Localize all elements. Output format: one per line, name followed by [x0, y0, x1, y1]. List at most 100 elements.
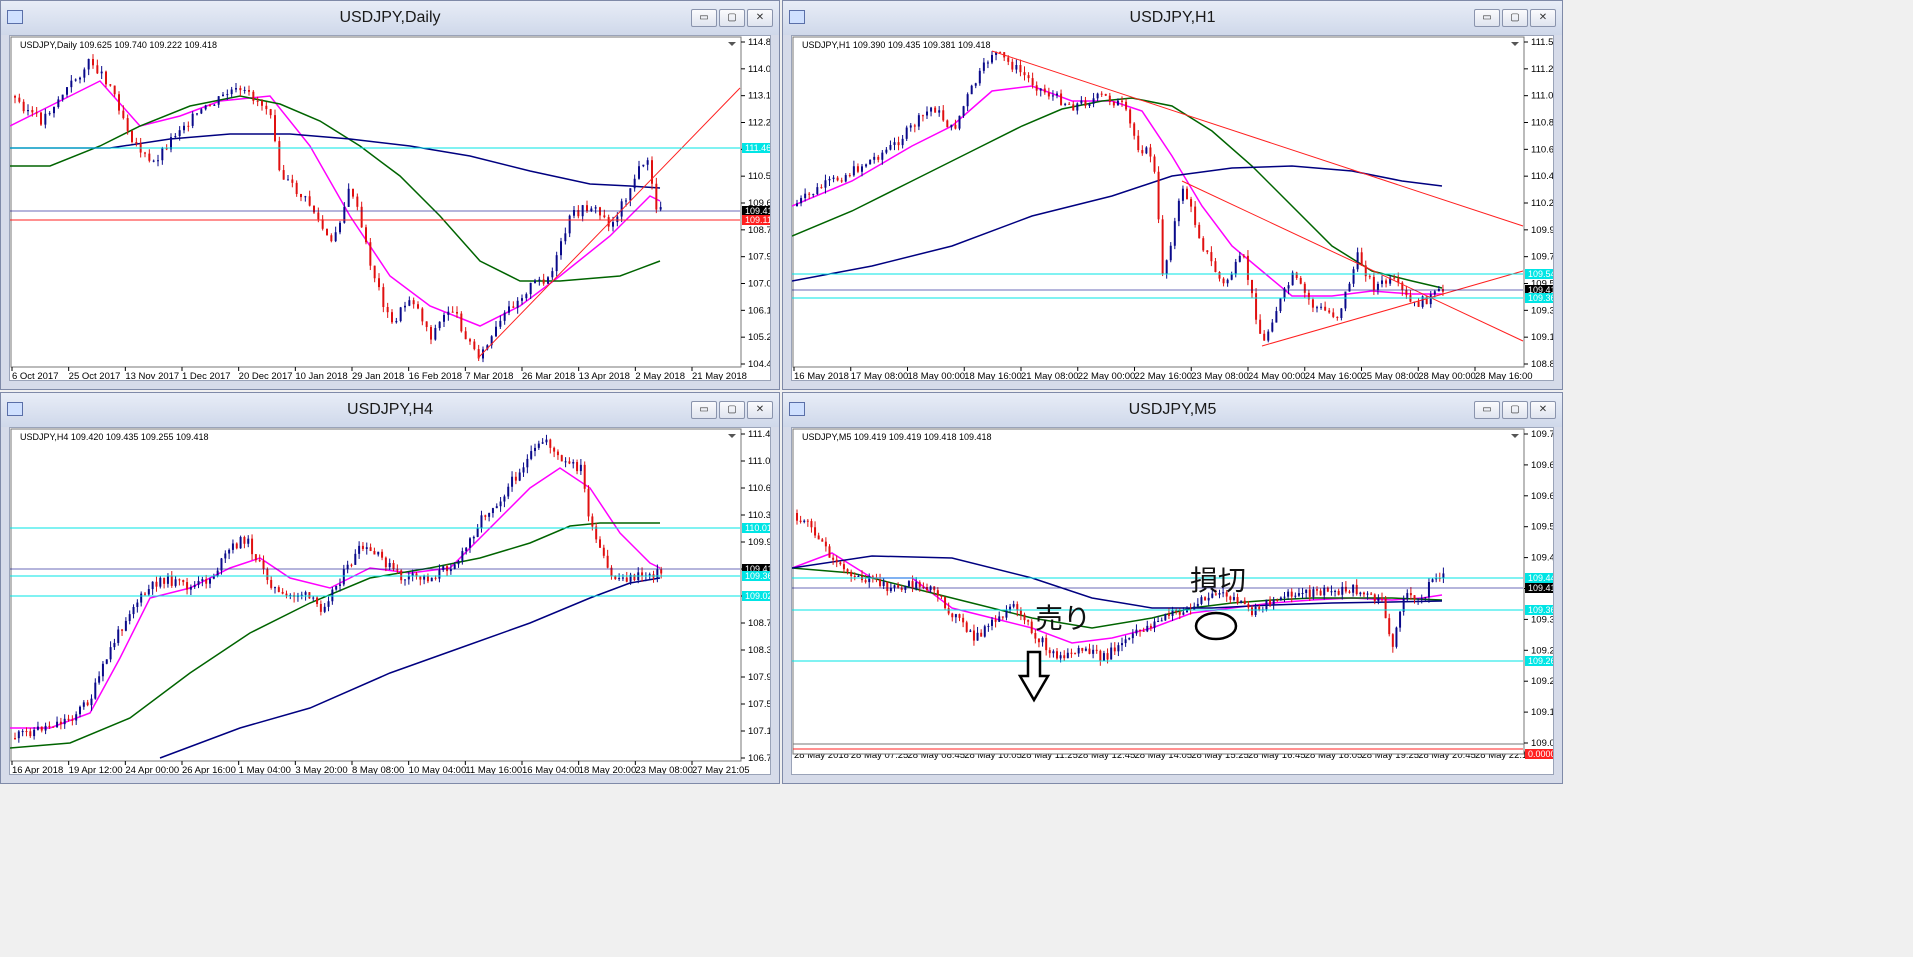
candle-body — [1229, 596, 1232, 600]
maximize-icon[interactable]: ▢ — [719, 9, 745, 27]
window-titlebar[interactable]: USDJPY,M5 ▭ ▢ ✕ — [783, 393, 1562, 427]
candle-body — [930, 107, 933, 112]
price-tag-bg — [1525, 269, 1553, 279]
candle-body — [63, 718, 66, 725]
candle-body — [200, 109, 203, 114]
candle-body — [1366, 593, 1369, 595]
candle-body — [886, 581, 889, 592]
candle-body — [796, 203, 798, 206]
minimize-icon[interactable]: ▭ — [691, 9, 717, 27]
candle-body — [1359, 592, 1362, 595]
candle-body — [950, 124, 953, 128]
candle-body — [109, 84, 112, 86]
window-titlebar[interactable]: USDJPY,Daily ▭ ▢ ✕ — [1, 1, 779, 35]
candle-body — [1240, 600, 1243, 604]
chart-window-daily[interactable]: USDJPY,Daily ▭ ▢ ✕ USDJPY,Daily 109.625 … — [0, 0, 780, 390]
candle-body — [913, 125, 916, 127]
candle-body — [1238, 255, 1241, 262]
time-tick-label: 1 Dec 2017 — [182, 371, 231, 381]
candle-body — [602, 547, 605, 556]
maximize-icon[interactable]: ▢ — [719, 401, 745, 419]
candle-body — [1092, 649, 1095, 654]
chart-area[interactable]: USDJPY,Daily 109.625 109.740 109.222 109… — [9, 35, 771, 381]
candle-body — [1066, 652, 1069, 659]
candle-body — [461, 551, 464, 561]
candle-body — [625, 577, 628, 582]
candle-body — [183, 125, 185, 131]
candle-body — [969, 630, 972, 632]
close-icon[interactable]: ✕ — [1530, 9, 1556, 27]
candle-body — [1063, 655, 1066, 659]
candle-body — [395, 320, 398, 323]
candle-body — [817, 535, 820, 540]
window-titlebar[interactable]: USDJPY,H4 ▭ ▢ ✕ — [1, 393, 779, 427]
minimize-icon[interactable]: ▭ — [691, 401, 717, 419]
close-icon[interactable]: ✕ — [747, 9, 773, 27]
candle-body — [568, 215, 571, 234]
chart-area[interactable]: USDJPY,H1 109.390 109.435 109.381 109.41… — [791, 35, 1554, 381]
candle-body — [814, 527, 817, 536]
chart-area[interactable]: USDJPY,M5 109.419 109.419 109.418 109.41… — [791, 427, 1554, 775]
price-tag-label: 0.0000 — [1528, 749, 1554, 759]
time-tick-label: 28 May 16:00 — [1475, 371, 1533, 381]
candle-body — [804, 193, 807, 199]
candle-body — [1328, 310, 1331, 313]
candle-body — [1299, 277, 1302, 284]
chart-area[interactable]: USDJPY,H4 109.420 109.435 109.255 109.41… — [9, 427, 771, 775]
price-tick-label: 105.295 — [748, 332, 771, 343]
candle-body — [555, 255, 558, 272]
candle-body — [1202, 238, 1205, 251]
price-tick-label: 110.415 — [1531, 171, 1554, 182]
close-icon[interactable]: ✕ — [747, 401, 773, 419]
candle-body — [909, 125, 912, 128]
chart-window-h4[interactable]: USDJPY,H4 ▭ ▢ ✕ USDJPY,H4 109.420 109.43… — [0, 392, 780, 784]
candle-body — [946, 120, 949, 128]
window-titlebar[interactable]: USDJPY,H1 ▭ ▢ ✕ — [783, 1, 1562, 35]
candle-body — [79, 706, 81, 715]
minimize-icon[interactable]: ▭ — [1474, 401, 1500, 419]
candle-body — [262, 560, 265, 570]
candle-body — [1279, 597, 1282, 600]
maximize-icon[interactable]: ▢ — [1502, 9, 1528, 27]
candle-body — [1027, 620, 1030, 622]
candle-body — [821, 539, 824, 542]
candle-body — [339, 222, 341, 233]
chart-window-h1[interactable]: USDJPY,H1 ▭ ▢ ✕ USDJPY,H1 109.390 109.43… — [782, 0, 1563, 390]
moving-average-line — [792, 555, 1443, 609]
candle-body — [434, 577, 437, 579]
candle-body — [1175, 610, 1178, 613]
time-tick-label: 10 May 04:00 — [409, 765, 467, 775]
candle-body — [962, 106, 965, 116]
candle-body — [1023, 72, 1026, 76]
candle-body — [499, 501, 502, 507]
candle-body — [53, 106, 55, 114]
trend-line — [991, 50, 1524, 227]
candle-body — [1442, 573, 1445, 579]
candle-body — [396, 569, 399, 571]
close-icon[interactable]: ✕ — [1530, 401, 1556, 419]
candle-body — [954, 124, 957, 129]
candle-body — [1139, 629, 1142, 631]
chart-window-m5[interactable]: USDJPY,M5 ▭ ▢ ✕ USDJPY,M5 109.419 109.41… — [782, 392, 1563, 784]
candle-body — [991, 54, 993, 63]
candle-body — [216, 570, 219, 576]
candle-body — [1263, 333, 1266, 341]
candle-body — [1417, 598, 1420, 600]
candle-body — [629, 188, 632, 201]
candle-body — [998, 616, 1001, 622]
candle-body — [1116, 100, 1119, 106]
candle-body — [140, 593, 143, 603]
candle-body — [1196, 603, 1199, 607]
candle-body — [277, 587, 280, 592]
candle-body — [1149, 625, 1152, 628]
down-arrow-icon — [1017, 650, 1051, 703]
candle-body — [1431, 579, 1434, 583]
candle-body — [1308, 589, 1311, 597]
price-tag-bg — [742, 143, 770, 153]
candle-body — [285, 593, 288, 596]
maximize-icon[interactable]: ▢ — [1502, 401, 1528, 419]
candle-body — [1330, 591, 1333, 593]
price-tag-label: 109.418 — [745, 564, 771, 574]
minimize-icon[interactable]: ▭ — [1474, 9, 1500, 27]
candle-body — [954, 614, 957, 618]
